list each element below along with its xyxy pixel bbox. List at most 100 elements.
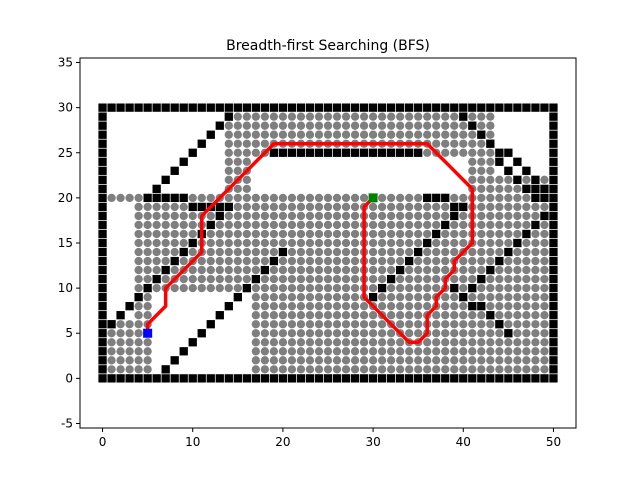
- visited-point: [251, 347, 260, 356]
- visited-point: [359, 365, 369, 374]
- obstacle-point: [549, 130, 558, 139]
- visited-point: [386, 202, 396, 212]
- visited-point: [459, 283, 468, 293]
- visited-point: [269, 238, 279, 248]
- obstacle-point: [386, 274, 396, 284]
- visited-point: [332, 256, 342, 266]
- visited-point: [432, 139, 441, 148]
- visited-point: [377, 202, 387, 212]
- visited-point: [423, 112, 432, 121]
- visited-point: [486, 256, 495, 266]
- visited-point: [513, 220, 522, 230]
- visited-point: [522, 347, 531, 356]
- plot-area: [98, 103, 558, 383]
- obstacle-point: [98, 130, 107, 139]
- visited-point: [233, 193, 242, 203]
- visited-point: [215, 247, 224, 257]
- visited-point: [305, 130, 315, 139]
- visited-point: [486, 329, 495, 338]
- obstacle-point: [206, 103, 215, 112]
- visited-point: [224, 211, 233, 221]
- visited-point: [269, 112, 279, 121]
- obstacle-point: [152, 193, 161, 203]
- obstacle-point: [495, 374, 504, 383]
- visited-point: [206, 283, 215, 293]
- visited-point: [260, 256, 270, 266]
- obstacle-point: [450, 103, 459, 112]
- visited-point: [504, 229, 513, 239]
- visited-point: [296, 283, 306, 293]
- visited-point: [287, 274, 297, 284]
- visited-point: [441, 112, 450, 121]
- visited-point: [377, 329, 387, 338]
- visited-point: [450, 238, 459, 248]
- obstacle-point: [170, 374, 179, 383]
- visited-point: [423, 256, 432, 266]
- visited-point: [504, 184, 513, 194]
- visited-point: [251, 193, 260, 203]
- visited-point: [278, 220, 288, 230]
- obstacle-point: [98, 229, 107, 239]
- visited-point: [314, 265, 324, 275]
- visited-point: [405, 365, 414, 374]
- visited-point: [278, 320, 288, 329]
- visited-point: [296, 130, 306, 139]
- obstacle-point: [305, 374, 315, 383]
- x-tick-label: 10: [185, 435, 200, 449]
- visited-point: [188, 193, 197, 203]
- visited-point: [251, 265, 260, 275]
- visited-point: [540, 320, 549, 329]
- visited-point: [377, 121, 387, 130]
- obstacle-point: [224, 374, 233, 383]
- visited-point: [377, 347, 387, 356]
- visited-point: [323, 220, 333, 230]
- visited-point: [350, 338, 360, 347]
- visited-point: [314, 338, 324, 347]
- visited-point: [134, 193, 143, 203]
- obstacle-point: [549, 184, 558, 194]
- visited-point: [423, 283, 432, 293]
- visited-point: [224, 121, 233, 130]
- visited-point: [432, 220, 441, 230]
- visited-point: [206, 247, 215, 257]
- visited-point: [143, 238, 152, 248]
- obstacle-point: [323, 103, 333, 112]
- y-tick-label: 30: [58, 101, 73, 115]
- visited-point: [287, 130, 297, 139]
- visited-point: [414, 302, 423, 311]
- visited-point: [459, 211, 468, 221]
- visited-point: [468, 365, 477, 374]
- visited-point: [197, 265, 206, 275]
- visited-point: [170, 247, 179, 257]
- visited-point: [486, 356, 495, 365]
- obstacle-point: [206, 374, 215, 383]
- visited-point: [522, 365, 531, 374]
- visited-point: [504, 338, 513, 347]
- obstacle-point: [98, 338, 107, 347]
- obstacle-point: [296, 374, 306, 383]
- visited-point: [116, 320, 125, 329]
- visited-point: [332, 247, 342, 257]
- visited-point: [414, 220, 423, 230]
- obstacle-point: [134, 103, 143, 112]
- obstacle-point: [459, 103, 468, 112]
- visited-point: [116, 329, 125, 338]
- visited-point: [215, 238, 224, 248]
- visited-point: [423, 293, 432, 302]
- visited-point: [495, 238, 504, 248]
- visited-point: [477, 184, 486, 194]
- visited-point: [477, 148, 486, 157]
- visited-point: [477, 139, 486, 148]
- visited-point: [405, 320, 414, 329]
- visited-point: [206, 229, 215, 239]
- visited-point: [405, 112, 414, 121]
- start-marker: [143, 328, 153, 338]
- visited-point: [414, 130, 423, 139]
- obstacle-point: [269, 256, 279, 266]
- visited-point: [224, 175, 233, 184]
- obstacle-point: [549, 121, 558, 130]
- visited-point: [260, 112, 270, 121]
- visited-point: [477, 283, 486, 293]
- visited-point: [441, 320, 450, 329]
- visited-point: [134, 256, 143, 266]
